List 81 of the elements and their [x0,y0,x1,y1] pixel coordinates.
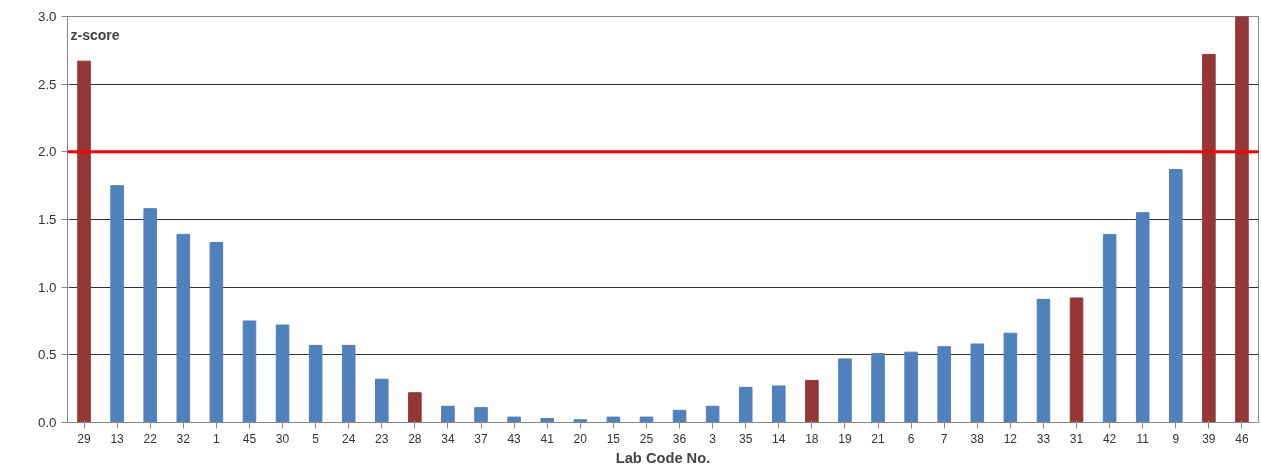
bar [209,242,224,423]
x-tick-label: 12 [1003,431,1018,446]
bar [176,233,191,423]
x-tick-label: 36 [672,431,687,446]
bar [573,419,588,423]
bar [408,392,422,423]
bar [77,60,91,423]
bar [705,405,720,423]
bar [937,346,951,423]
x-tick-label: 6 [907,431,915,446]
bar [341,344,356,423]
x-tick-label: 23 [375,431,389,446]
y-tick-label: 1.5 [37,212,57,227]
x-tick-label: 9 [1172,431,1180,446]
x-tick-label: 18 [805,431,819,446]
x-tick-label: 45 [242,431,257,446]
bar [1102,233,1117,423]
bar [805,380,819,423]
bar [1036,298,1051,423]
y-tick-label: 0.0 [37,415,57,430]
bar [1003,332,1018,423]
x-tick-label: 19 [838,431,852,446]
x-tick-label: 37 [474,431,489,446]
x-axis-title: Lab Code No. [615,449,711,466]
bar [507,416,521,423]
y-tick-label: 2.5 [37,76,57,92]
bar [1135,212,1150,423]
x-tick-label: 22 [143,431,158,446]
x-tick-label: 32 [176,431,191,446]
bar [904,351,918,423]
y-tick-label: 1.0 [37,279,57,295]
x-tick-label: 46 [1235,431,1249,446]
bar [970,343,985,423]
x-tick-label: 38 [970,431,985,446]
x-tick-label: 1 [213,431,221,446]
x-tick-label: 42 [1102,431,1117,446]
bar [672,409,687,423]
x-tick-label: 33 [1036,431,1051,446]
bar [838,358,852,423]
x-tick-label: 14 [772,431,786,446]
bar [143,208,157,423]
y-tick-label: 3.0 [37,9,57,24]
x-tick-label: 30 [275,431,290,446]
y-tick-label: 2.0 [37,144,57,160]
x-tick-label: 21 [871,431,886,446]
x-tick-label: 35 [739,431,753,446]
x-tick-label: 13 [110,431,125,446]
x-tick-label: 3 [709,431,717,446]
bar [1235,16,1249,423]
x-tick-label: 39 [1202,431,1216,446]
x-tick-label: 20 [573,431,588,446]
bar [871,352,885,423]
x-tick-label: 41 [540,431,555,446]
x-tick-label: 7 [940,431,948,446]
x-tick-label: 29 [77,431,92,446]
bar [1202,53,1216,423]
bar [1169,168,1183,423]
bar [1069,297,1084,423]
bar [441,405,455,423]
bar [606,416,621,423]
x-tick-label: 24 [342,431,356,446]
bar [474,407,488,423]
y-axis-title: z-score [70,26,120,43]
x-tick-label: 5 [312,431,320,446]
bar [772,385,786,423]
x-tick-label: 15 [606,431,621,446]
x-tick-label: 25 [639,431,654,446]
y-tick-label: 0.5 [37,347,57,363]
bar [110,185,124,423]
bar [275,324,290,423]
x-tick-label: 11 [1136,431,1150,446]
bar [738,386,753,423]
x-tick-label: 28 [408,431,422,446]
bar [308,344,323,423]
x-tick-label: 34 [441,431,455,446]
bar [639,416,654,423]
bar [540,417,554,423]
bar [242,320,257,423]
x-tick-label: 43 [507,431,522,446]
x-tick-label: 31 [1069,431,1084,446]
bar [375,378,389,423]
